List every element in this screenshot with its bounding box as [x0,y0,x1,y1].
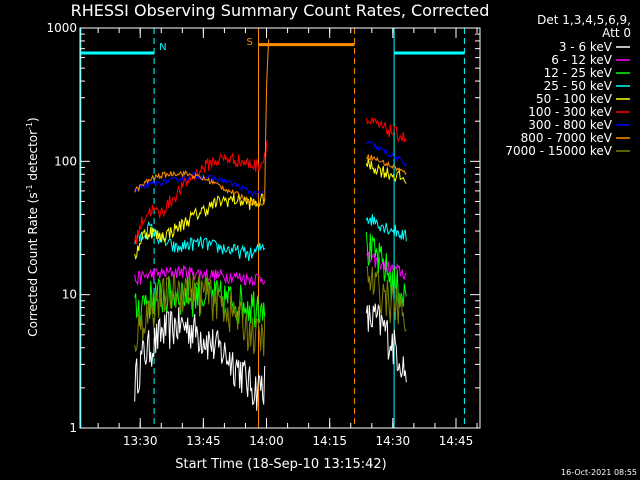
x-tick-label: 13:45 [186,434,221,448]
flag-label-n: N [159,42,166,53]
series-7000-15000-kev-trace-2 [366,265,407,333]
series-800-7000-kev-trace-2 [365,154,407,176]
legend-label-6-12-kev: 6 - 12 keV [551,53,613,67]
footer-date: 16-Oct-2021 08:55 [561,468,637,477]
x-tick-label: 14:00 [249,434,284,448]
legend-label-3-6-kev: 3 - 6 keV [559,40,613,54]
series-800-7000-kev-trace-1 [134,39,270,207]
series-50-100-kev-trace-1 [134,193,266,260]
legend-label-50-100-kev: 50 - 100 keV [536,92,613,106]
x-tick-label: 14:45 [439,434,474,448]
x-axis-label: Start Time (18-Sep-10 13:15:42) [175,457,386,472]
legend-label-100-300-kev: 100 - 300 keV [528,105,612,119]
legend-header-line-2: Att 0 [602,26,631,40]
legend-label-300-800-kev: 300 - 800 keV [528,118,612,132]
legend-label-12-25-kev: 12 - 25 keV [544,66,613,80]
y-tick-label: 100 [54,154,77,168]
series-50-100-kev-trace-2 [365,158,407,184]
legend-label-800-7000-kev: 800 - 7000 keV [521,131,613,145]
x-tick-label: 14:15 [312,434,347,448]
plot-frame [79,27,481,429]
series-100-300-kev-trace-1 [134,139,269,245]
series-7000-15000-kev-trace-1 [134,271,266,357]
series-6-12-kev-trace-2 [366,251,407,281]
series-300-800-kev-trace-2 [366,141,407,168]
legend-label-25-50-kev: 25 - 50 keV [544,79,613,93]
legend-label-7000-15000-kev: 7000 - 15000 keV [505,144,612,158]
y-axis-label: Corrected Count Rate (s-1 detector-1) [25,117,40,336]
chart-title: RHESSI Observing Summary Count Rates, Co… [71,1,490,20]
series-3-6-kev-trace-2 [365,303,407,383]
axes: 1 10 100 1000 13:30 13:45 14:00 14:15 14:30 14:45 [46,21,481,448]
y-tick-label: 10 [62,288,77,302]
legend-header-line-1: Det 1,3,4,5,6,9, [537,13,631,27]
series-100-300-kev-trace-2 [365,117,407,144]
series-25-50-kev-trace-2 [365,214,407,242]
y-tick-label: 1 [69,421,77,435]
flag-label-s: S [247,37,253,48]
series-3-6-kev-trace-1 [134,307,266,411]
series-300-800-kev-trace-1 [134,171,266,198]
x-tick-label: 14:30 [376,434,411,448]
y-tick-label: 1000 [46,21,77,35]
x-tick-label: 13:30 [123,434,158,448]
